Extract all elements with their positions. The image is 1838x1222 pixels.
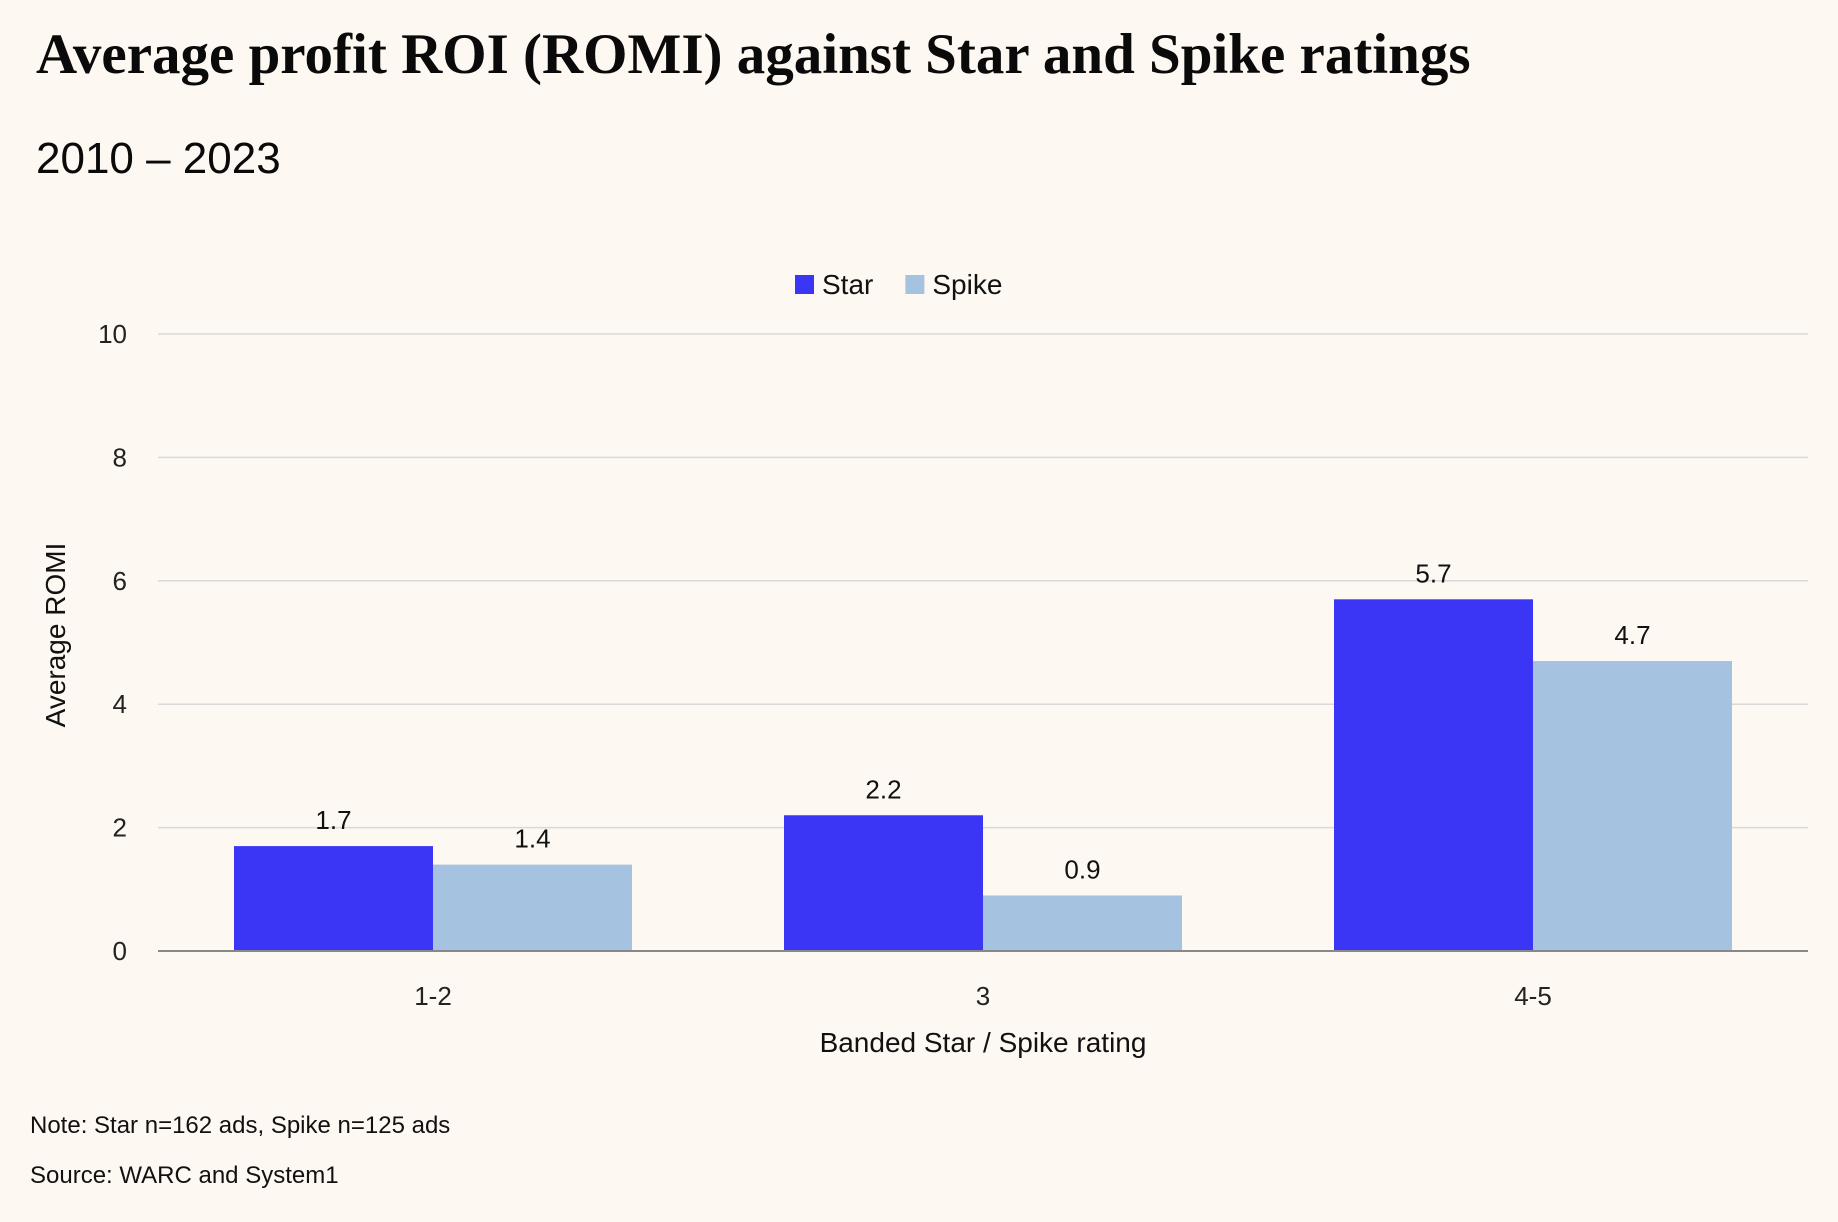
y-tick-label: 2 [113,813,127,843]
y-tick-label: 0 [113,936,127,966]
x-axis-label: Banded Star / Spike rating [820,1027,1147,1058]
legend-swatch-spike [905,275,925,294]
bar-star [234,846,433,951]
chart-title: Average profit ROI (ROMI) against Star a… [36,23,1471,86]
legend-label-spike: Spike [932,269,1002,300]
data-label: 0.9 [1064,854,1100,884]
y-axis-label: Average ROMI [40,543,71,728]
y-tick-label: 10 [98,319,127,349]
data-label: 4.7 [1614,620,1650,650]
x-tick-label: 1-2 [414,981,452,1011]
data-label: 5.7 [1415,558,1451,588]
source-text: Source: WARC and System1 [30,1162,339,1189]
bar-spike [983,895,1182,951]
bar-spike [433,864,632,951]
x-tick-label: 4-5 [1514,981,1552,1011]
chart-subtitle: 2010 – 2023 [36,134,281,183]
data-label: 1.7 [315,805,351,835]
data-label: 1.4 [514,824,550,854]
legend-label-star: Star [822,269,873,300]
bar-spike [1533,661,1732,951]
note-text: Note: Star n=162 ads, Spike n=125 ads [30,1112,451,1139]
y-tick-label: 6 [113,566,127,596]
y-tick-label: 8 [113,442,127,472]
data-label: 2.2 [865,774,901,804]
bar-star [1334,599,1533,951]
x-tick-label: 3 [976,981,990,1011]
bar-star [784,815,983,951]
legend-swatch-star [795,275,814,294]
y-tick-label: 4 [113,689,127,719]
